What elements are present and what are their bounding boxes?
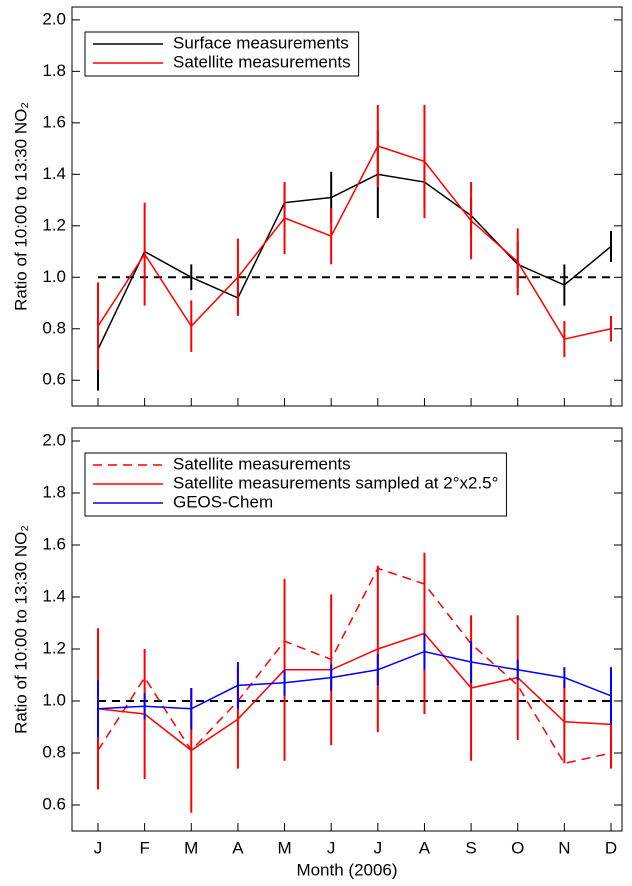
legend-box — [84, 31, 360, 77]
x-tick-label: M — [184, 838, 198, 857]
x-tick-label: J — [374, 838, 383, 857]
y-axis-label: Ratio of 10:00 to 13:30 NO₂ — [11, 102, 30, 311]
legend-label: Surface measurements — [173, 33, 349, 52]
legend-label: Satellite measurements — [173, 454, 351, 473]
y-tick-label: 1.8 — [42, 482, 66, 501]
y-tick-label: 1.2 — [42, 215, 66, 234]
plot-frame — [71, 6, 623, 407]
y-tick-label: 0.8 — [42, 318, 66, 337]
x-tick-label: O — [511, 838, 524, 857]
series-line — [97, 567, 612, 765]
x-tick-label: N — [558, 838, 570, 857]
x-tick-label: A — [232, 838, 244, 857]
y-tick-label: 1.4 — [42, 164, 66, 183]
series-line — [97, 145, 612, 340]
y-tick-label: 1.8 — [42, 61, 66, 80]
y-tick-label: 2.0 — [42, 430, 66, 449]
y-tick-label: 2.0 — [42, 9, 66, 28]
y-tick-label: 0.6 — [42, 370, 66, 389]
x-tick-label: J — [94, 838, 103, 857]
series-line — [97, 632, 612, 752]
x-tick-label: J — [327, 838, 336, 857]
y-tick-label: 1.2 — [42, 638, 66, 657]
y-tick-label: 0.6 — [42, 794, 66, 813]
y-tick-label: 1.4 — [42, 586, 66, 605]
legend-label: GEOS-Chem — [173, 492, 273, 511]
x-tick-label: A — [419, 838, 431, 857]
y-tick-label: 1.6 — [42, 534, 66, 553]
legend-label: Satellite measurements sampled at 2°x2.5… — [173, 473, 498, 492]
y-tick-label: 1.6 — [42, 112, 66, 131]
series-line — [97, 650, 612, 710]
y-tick-label: 1.0 — [42, 690, 66, 709]
x-tick-label: D — [605, 838, 617, 857]
y-tick-label: 1.0 — [42, 267, 66, 286]
x-tick-label: S — [465, 838, 476, 857]
y-tick-label: 0.8 — [42, 742, 66, 761]
x-axis-label: Month (2006) — [296, 860, 397, 879]
x-tick-label: F — [139, 838, 149, 857]
legend-label: Satellite measurements — [173, 52, 351, 71]
plot-frame — [71, 427, 623, 832]
x-tick-label: M — [277, 838, 291, 857]
y-axis-label: Ratio of 10:00 to 13:30 NO₂ — [11, 525, 30, 734]
series-line — [97, 173, 612, 350]
